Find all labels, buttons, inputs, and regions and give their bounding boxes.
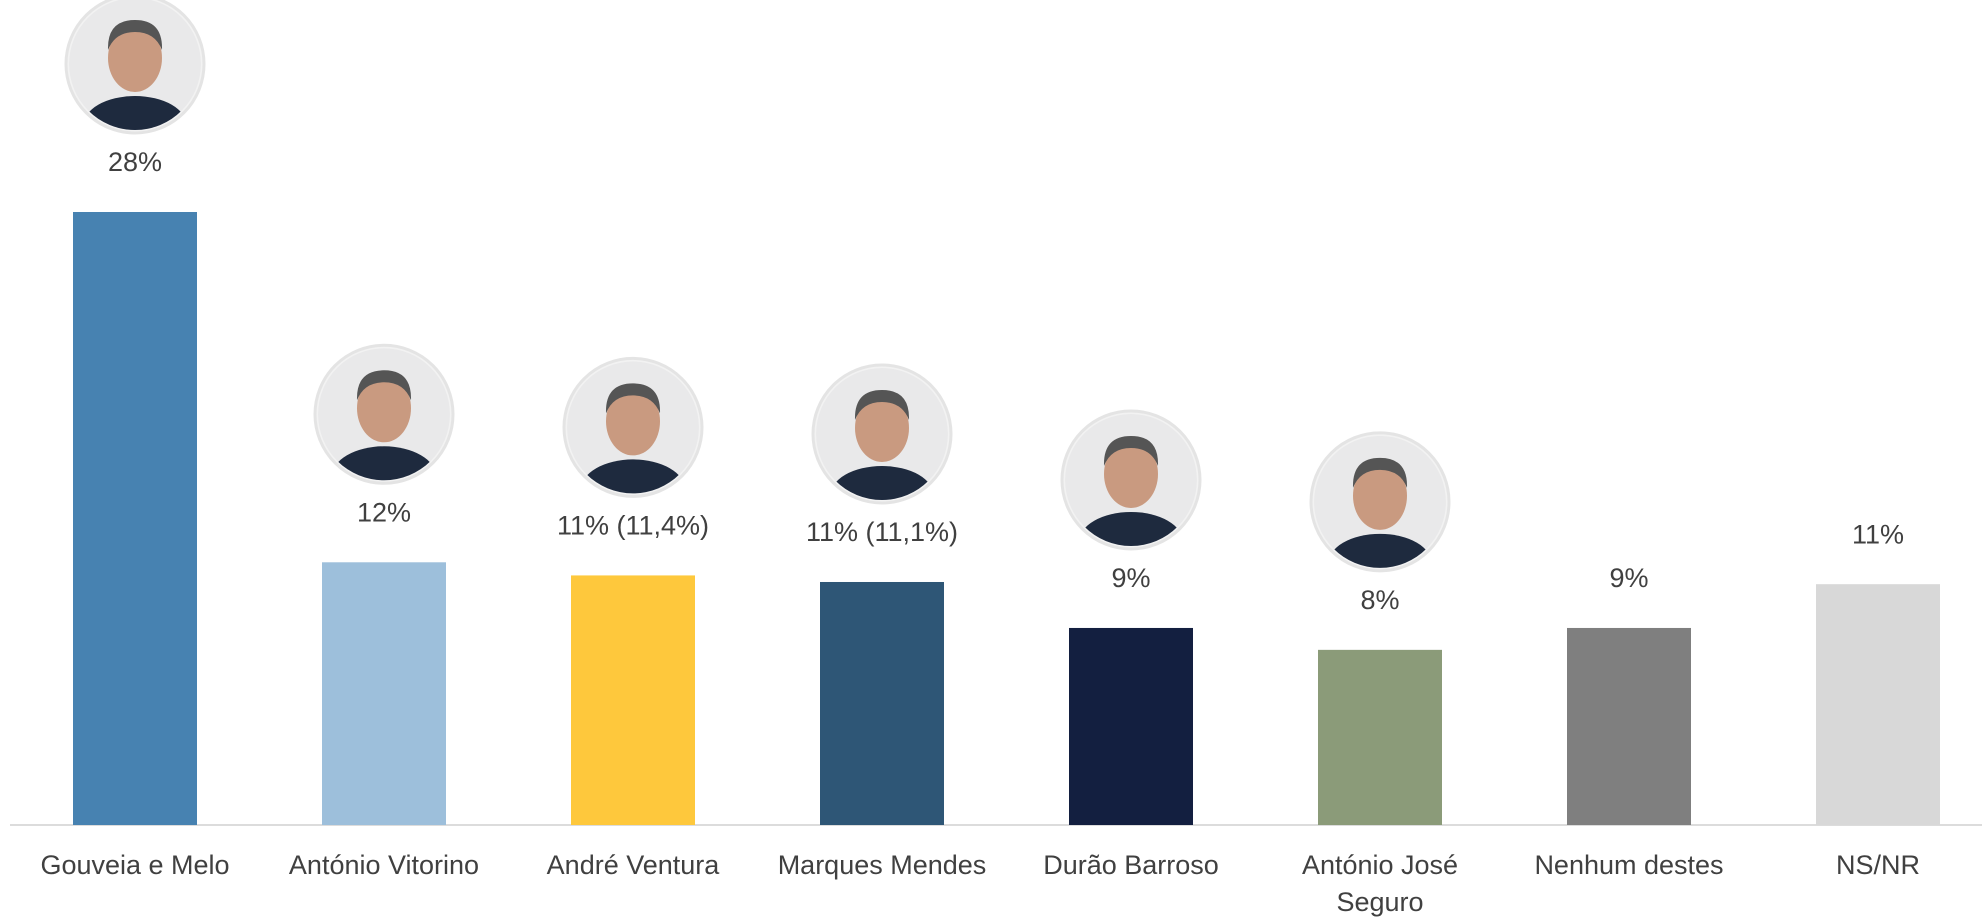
photo-content xyxy=(69,0,201,130)
photo-body xyxy=(83,96,187,130)
candidate-photo xyxy=(313,343,455,485)
photo-hair xyxy=(356,370,412,401)
value-label: 9% xyxy=(1111,563,1150,593)
x-tick-label: Gouveia e Melo xyxy=(40,850,229,880)
bar xyxy=(820,581,944,825)
x-tick-label: Durão Barroso xyxy=(1043,850,1219,880)
photo-hair xyxy=(605,383,661,414)
photo-head xyxy=(1104,439,1158,508)
photo-head xyxy=(606,387,660,456)
photo-head xyxy=(855,393,909,462)
x-tick-label: António José Seguro xyxy=(1302,850,1458,917)
value-label: 8% xyxy=(1360,585,1399,615)
candidate-photo xyxy=(64,0,206,135)
photo-content xyxy=(1314,435,1446,568)
photo-body xyxy=(1079,511,1183,546)
photo-body xyxy=(1328,533,1432,568)
bar xyxy=(73,212,197,825)
value-label: 11% xyxy=(1852,519,1904,549)
photo-content xyxy=(567,361,699,494)
photo-head xyxy=(357,374,411,443)
candidate-photo xyxy=(1060,409,1202,551)
x-tick-label: André Ventura xyxy=(547,850,721,880)
photo-body xyxy=(332,446,436,481)
x-tick-label: NS/NR xyxy=(1836,850,1920,880)
x-tick-label: Marques Mendes xyxy=(778,850,987,880)
photo-content xyxy=(318,348,450,481)
value-label: 9% xyxy=(1609,563,1648,593)
bar xyxy=(1816,584,1940,825)
value-label: 28% xyxy=(108,147,162,177)
value-label: 11% (11,4%) xyxy=(557,511,709,541)
bar xyxy=(1567,627,1691,825)
value-label: 12% xyxy=(357,497,411,527)
candidate-photo xyxy=(1309,431,1451,573)
photo-head xyxy=(108,24,162,92)
bar xyxy=(1069,627,1193,825)
photo-hair xyxy=(1103,435,1159,466)
candidate-photo xyxy=(811,363,953,505)
photo-hair xyxy=(107,20,163,50)
candidate-photo xyxy=(562,356,704,498)
photo-content xyxy=(1065,413,1197,546)
x-tick-label: Nenhum destes xyxy=(1534,850,1723,880)
photo-hair xyxy=(1352,457,1408,488)
photo-body xyxy=(581,459,685,494)
bar xyxy=(322,562,446,825)
photo-head xyxy=(1353,461,1407,530)
x-tick-label: António Vitorino xyxy=(289,850,479,880)
photo-hair xyxy=(854,389,910,420)
bar xyxy=(571,575,695,825)
photo-content xyxy=(816,367,948,500)
photo-body xyxy=(830,465,934,500)
value-label: 11% (11,1%) xyxy=(806,517,958,547)
bar xyxy=(1318,649,1442,825)
